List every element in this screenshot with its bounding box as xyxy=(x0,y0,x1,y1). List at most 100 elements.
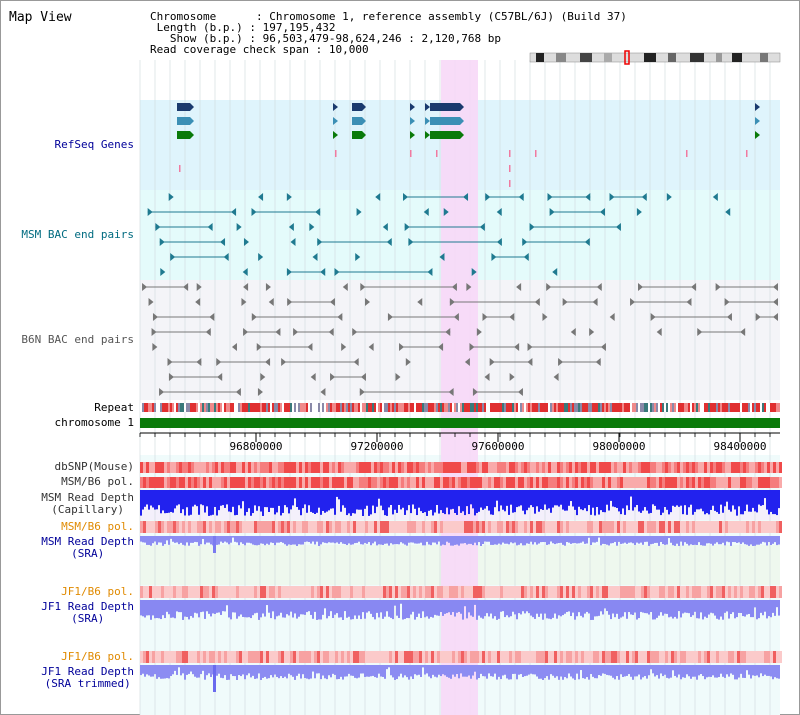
bac-end-marker[interactable] xyxy=(630,298,636,306)
bac-end-marker[interactable] xyxy=(405,358,411,366)
bac-end-marker[interactable] xyxy=(231,208,237,216)
bac-end-marker[interactable] xyxy=(553,373,559,381)
bac-end-marker[interactable] xyxy=(236,223,242,231)
bac-end-marker[interactable] xyxy=(290,238,296,246)
bac-end-marker[interactable] xyxy=(615,223,621,231)
bac-end-marker[interactable] xyxy=(258,193,264,201)
bac-end-marker[interactable] xyxy=(256,343,262,351)
bac-end-marker[interactable] xyxy=(463,193,469,201)
repeat-track[interactable] xyxy=(140,403,780,412)
bac-end-marker[interactable] xyxy=(286,193,292,201)
bac-end-marker[interactable] xyxy=(715,283,721,291)
bac-end-marker[interactable] xyxy=(251,313,257,321)
bac-end-marker[interactable] xyxy=(312,253,318,261)
bac-end-marker[interactable] xyxy=(408,238,414,246)
bac-end-marker[interactable] xyxy=(220,238,226,246)
gene-feature[interactable] xyxy=(177,103,190,111)
bac-end-marker[interactable] xyxy=(382,223,388,231)
bac-end-marker[interactable] xyxy=(471,268,477,276)
gene-feature[interactable] xyxy=(430,131,460,139)
gene-feature[interactable] xyxy=(430,117,460,125)
bac-end-marker[interactable] xyxy=(155,223,161,231)
bac-end-marker[interactable] xyxy=(375,193,381,201)
bac-end-marker[interactable] xyxy=(243,283,249,291)
bac-end-marker[interactable] xyxy=(724,298,730,306)
bac-end-marker[interactable] xyxy=(589,328,595,336)
bac-end-marker[interactable] xyxy=(329,298,335,306)
gene-feature[interactable] xyxy=(333,103,338,111)
bac-end-marker[interactable] xyxy=(443,208,449,216)
gene-feature[interactable] xyxy=(430,103,460,111)
bac-end-marker[interactable] xyxy=(207,223,213,231)
bac-end-marker[interactable] xyxy=(364,298,370,306)
bac-end-marker[interactable] xyxy=(547,193,553,201)
chromosome-ideogram[interactable] xyxy=(529,50,781,65)
bac-end-marker[interactable] xyxy=(585,193,591,201)
gene-feature[interactable] xyxy=(425,103,430,111)
bac-end-marker[interactable] xyxy=(609,193,615,201)
bac-end-marker[interactable] xyxy=(542,313,548,321)
bac-end-marker[interactable] xyxy=(518,193,524,201)
gene-feature[interactable] xyxy=(333,131,338,139)
bac-end-marker[interactable] xyxy=(427,268,433,276)
bac-end-marker[interactable] xyxy=(387,313,393,321)
bac-end-marker[interactable] xyxy=(167,358,173,366)
bac-end-marker[interactable] xyxy=(309,223,315,231)
bac-end-marker[interactable] xyxy=(242,268,248,276)
bac-end-marker[interactable] xyxy=(453,313,459,321)
bac-end-marker[interactable] xyxy=(609,313,615,321)
bac-end-marker[interactable] xyxy=(527,358,533,366)
bac-end-marker[interactable] xyxy=(449,298,455,306)
gene-feature[interactable] xyxy=(755,131,760,139)
bac-end-marker[interactable] xyxy=(482,313,488,321)
bac-end-marker[interactable] xyxy=(712,193,718,201)
bac-end-marker[interactable] xyxy=(636,208,642,216)
bac-end-marker[interactable] xyxy=(479,223,485,231)
depth-tracks[interactable] xyxy=(140,490,780,692)
chromosome-bar[interactable] xyxy=(140,418,780,428)
bac-end-marker[interactable] xyxy=(196,358,202,366)
bac-end-marker[interactable] xyxy=(464,358,470,366)
bac-end-marker[interactable] xyxy=(650,313,656,321)
gene-feature[interactable] xyxy=(177,117,190,125)
bac-end-marker[interactable] xyxy=(235,388,241,396)
bac-end-marker[interactable] xyxy=(258,253,264,261)
bac-end-marker[interactable] xyxy=(251,208,257,216)
bac-end-marker[interactable] xyxy=(368,343,374,351)
bac-end-marker[interactable] xyxy=(472,388,478,396)
gene-feature[interactable] xyxy=(352,131,362,139)
bac-end-marker[interactable] xyxy=(491,253,497,261)
bac-end-marker[interactable] xyxy=(509,313,515,321)
bac-end-marker[interactable] xyxy=(546,283,552,291)
bac-end-marker[interactable] xyxy=(592,298,598,306)
bac-end-marker[interactable] xyxy=(152,343,158,351)
bac-end-marker[interactable] xyxy=(243,328,249,336)
gene-feature[interactable] xyxy=(755,103,760,111)
bac-end-marker[interactable] xyxy=(562,298,568,306)
bac-end-marker[interactable] xyxy=(293,328,299,336)
bac-end-marker[interactable] xyxy=(195,298,201,306)
bac-end-marker[interactable] xyxy=(307,343,313,351)
bac-end-marker[interactable] xyxy=(697,328,703,336)
bac-end-marker[interactable] xyxy=(529,223,535,231)
bac-end-marker[interactable] xyxy=(395,373,401,381)
bac-end-marker[interactable] xyxy=(725,208,731,216)
gene-feature[interactable] xyxy=(425,117,430,125)
bac-end-marker[interactable] xyxy=(599,208,605,216)
bac-end-marker[interactable] xyxy=(355,253,361,261)
bac-end-marker[interactable] xyxy=(183,283,189,291)
bac-end-marker[interactable] xyxy=(330,373,336,381)
bac-end-marker[interactable] xyxy=(666,193,672,201)
bac-end-marker[interactable] xyxy=(265,283,271,291)
bac-end-marker[interactable] xyxy=(404,223,410,231)
heat-tracks[interactable] xyxy=(140,462,782,663)
bac-end-marker[interactable] xyxy=(496,208,502,216)
gene-feature[interactable] xyxy=(425,131,430,139)
bac-end-marker[interactable] xyxy=(310,373,316,381)
gene-feature[interactable] xyxy=(755,117,760,125)
bac-end-marker[interactable] xyxy=(287,298,293,306)
bac-end-marker[interactable] xyxy=(558,358,564,366)
bac-end-marker[interactable] xyxy=(527,343,533,351)
bac-end-marker[interactable] xyxy=(334,268,340,276)
bac-end-marker[interactable] xyxy=(275,328,281,336)
